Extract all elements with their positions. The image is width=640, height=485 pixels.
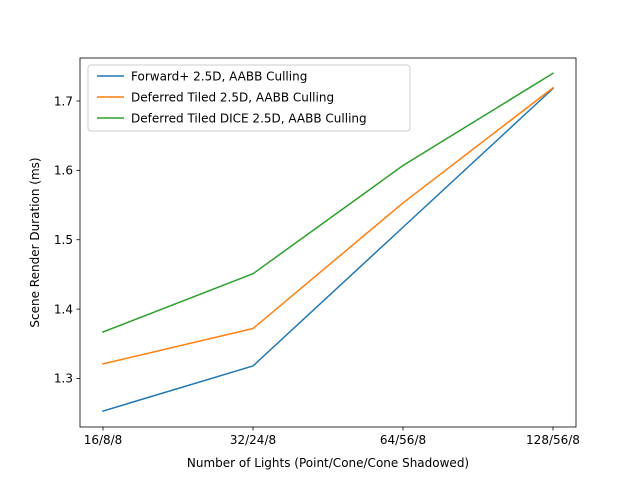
y-tick-label: 1.7 (54, 94, 73, 108)
series-lines (102, 72, 555, 412)
y-tick-label: 1.5 (54, 233, 73, 247)
series-line-1 (102, 87, 555, 412)
series-line-2 (102, 86, 555, 365)
plot-area: 16/8/8 32/24/8 64/56/8 128/56/8 1.31.41.51.… (54, 57, 580, 447)
legend: Forward+ 2.5D, AABB Culling Deferred Tile… (87, 64, 411, 132)
x-axis-label: Number of Lights (Point/Cone/Cone Shadow… (187, 456, 469, 470)
legend-label-1: Forward+ 2.5D, AABB Culling (131, 69, 307, 83)
y-axis-ticks: 1.3 1.4 1.5 1.6 1.7 (54, 94, 80, 386)
y-axis-label: Scene Render Duration (ms) (28, 157, 42, 327)
axes-frame (79, 57, 577, 428)
legend-label-2: Deferred Tiled 2.5D, AABB Culling (131, 90, 334, 104)
x-tick-label: 16/8/8 (84, 433, 123, 447)
series-line-3 (102, 72, 555, 333)
y-tick-label: 1.3 (54, 372, 73, 386)
x-tick-label: 128/56/8 (526, 433, 580, 447)
legend-frame (87, 64, 411, 132)
x-tick-label: 64/56/8 (380, 433, 426, 447)
y-tick-label: 1.4 (54, 302, 73, 316)
x-tick-label: 32/24/8 (230, 433, 276, 447)
legend-label-3: Deferred Tiled DICE 2.5D, AABB Culling (131, 111, 367, 125)
x-axis-ticks: 16/8/8 32/24/8 64/56/8 128/56/8 (84, 427, 580, 447)
y-tick-label: 1.6 (54, 164, 73, 178)
